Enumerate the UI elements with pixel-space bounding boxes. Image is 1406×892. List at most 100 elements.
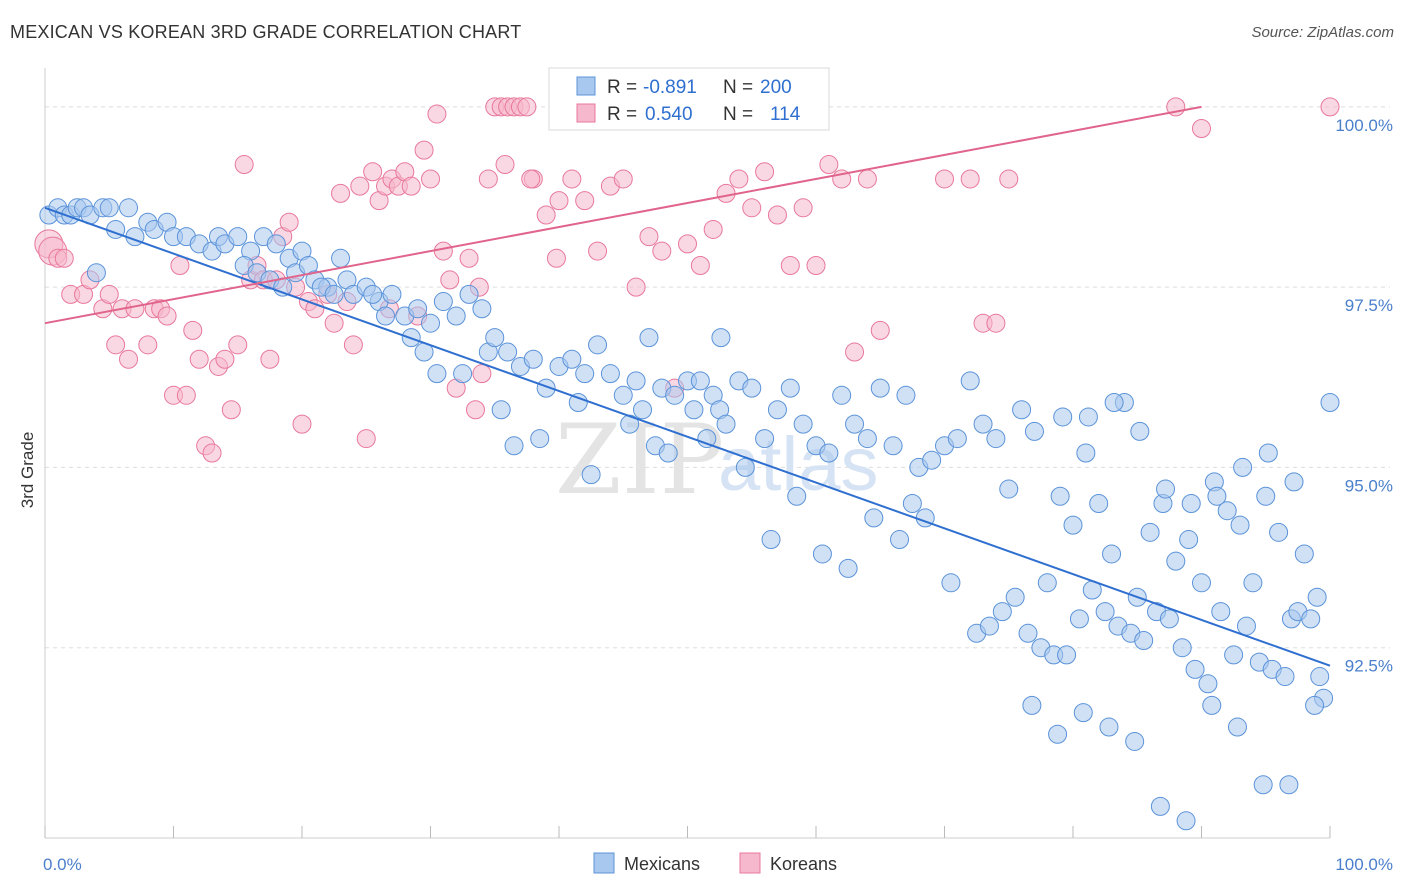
mexican-point — [690, 371, 710, 391]
korean-point — [459, 248, 479, 268]
mexican-point — [562, 349, 582, 369]
mexican-point — [1099, 717, 1119, 737]
korean-point — [228, 335, 248, 355]
mexican-point — [992, 602, 1012, 622]
trend-lines — [44, 105, 1331, 667]
mexican-point — [453, 364, 473, 384]
mexican-point — [1156, 479, 1176, 499]
mexican-point — [1227, 717, 1247, 737]
mexican-point — [1253, 775, 1273, 795]
mexican-point — [1284, 472, 1304, 492]
mexican-point — [902, 493, 922, 513]
mexican-point — [1037, 573, 1057, 593]
korean-point — [652, 241, 672, 261]
mexican-point — [665, 385, 685, 405]
korean-point — [472, 364, 492, 384]
mexican-point — [735, 457, 755, 477]
mexican-point — [523, 349, 543, 369]
mexican-point — [979, 616, 999, 636]
mexican-point — [883, 436, 903, 456]
korean-point — [495, 155, 515, 175]
korean-point — [421, 169, 440, 189]
korean-point — [433, 241, 453, 261]
mexican-point — [421, 313, 440, 333]
korean-point — [999, 169, 1019, 189]
mexican-point — [99, 198, 119, 218]
mexican-point — [1185, 659, 1205, 679]
mexican-point — [266, 234, 286, 254]
mexican-point — [1172, 638, 1192, 658]
korean-point — [716, 183, 736, 203]
bottom-legend-mexicans: Mexicans — [624, 854, 700, 874]
mexican-point — [845, 414, 865, 434]
mexican-point — [761, 530, 781, 550]
mexican-point — [711, 328, 731, 348]
mexican-point — [941, 573, 961, 593]
koreans-trend-line — [44, 105, 1202, 325]
mexican-point — [890, 530, 910, 550]
korean-point — [356, 429, 376, 449]
mexican-point — [1089, 493, 1109, 513]
mexican-point — [1005, 587, 1025, 607]
mexican-point — [1233, 457, 1253, 477]
legend-r-value-2: 0.540 — [645, 104, 693, 125]
mexican-point — [973, 414, 993, 434]
korean-point — [870, 320, 890, 340]
korean-point — [536, 205, 556, 225]
korean-point — [170, 256, 190, 275]
legend-n-label-2: N = — [723, 104, 753, 125]
mexican-point — [1104, 393, 1124, 413]
mexican-point — [1095, 602, 1115, 622]
mexican-point — [1310, 667, 1330, 687]
mexican-point — [633, 400, 653, 420]
korean-point — [189, 349, 209, 369]
korean-point — [465, 400, 485, 420]
korean-point — [845, 342, 865, 362]
korean-point — [1320, 97, 1340, 117]
mexican-point — [922, 450, 942, 470]
korean-point — [549, 191, 569, 211]
korean-point — [363, 162, 383, 182]
mexican-point — [838, 558, 858, 578]
mexican-point — [1078, 407, 1098, 427]
mexican-point — [857, 429, 877, 449]
korean-point — [780, 256, 800, 275]
mexican-point — [1179, 530, 1199, 550]
korean-point — [292, 414, 312, 434]
korean-point — [521, 169, 541, 189]
mexican-point — [1053, 407, 1073, 427]
legend-n-value-2: 114 — [770, 104, 801, 125]
mexican-point — [1018, 623, 1038, 643]
mexican-point — [498, 342, 518, 362]
mexican-point — [1211, 602, 1231, 622]
korean-point — [401, 176, 421, 196]
mexican-point — [1073, 703, 1093, 723]
korean-point — [54, 248, 74, 268]
series-legend: Mexicans Koreans — [593, 852, 837, 874]
mexican-point — [491, 400, 511, 420]
mexican-point — [1256, 486, 1276, 506]
mexican-point — [1198, 674, 1218, 694]
mexican-point — [427, 364, 447, 384]
korean-point — [626, 277, 646, 297]
mexican-point — [1294, 544, 1314, 564]
mexican-point — [1140, 522, 1160, 542]
korean-point — [125, 299, 145, 319]
bottom-legend-koreans: Koreans — [770, 854, 837, 874]
mexican-point — [947, 429, 967, 449]
mexican-point — [626, 371, 646, 391]
y-tick-label-2: 97.5% — [1345, 296, 1393, 315]
korean-point — [478, 169, 498, 189]
mexican-point — [600, 364, 620, 384]
mexican-point — [1224, 645, 1244, 665]
mexican-point — [832, 385, 852, 405]
mexican-point — [1202, 695, 1222, 715]
korean-point — [119, 349, 139, 369]
mexican-point — [896, 385, 916, 405]
mexican-point — [787, 486, 807, 506]
mexican-point — [1076, 443, 1096, 463]
mexican-point — [1243, 573, 1263, 593]
legend-swatch-mexicans — [576, 76, 596, 96]
legend-r-label-2: R = — [607, 104, 637, 125]
